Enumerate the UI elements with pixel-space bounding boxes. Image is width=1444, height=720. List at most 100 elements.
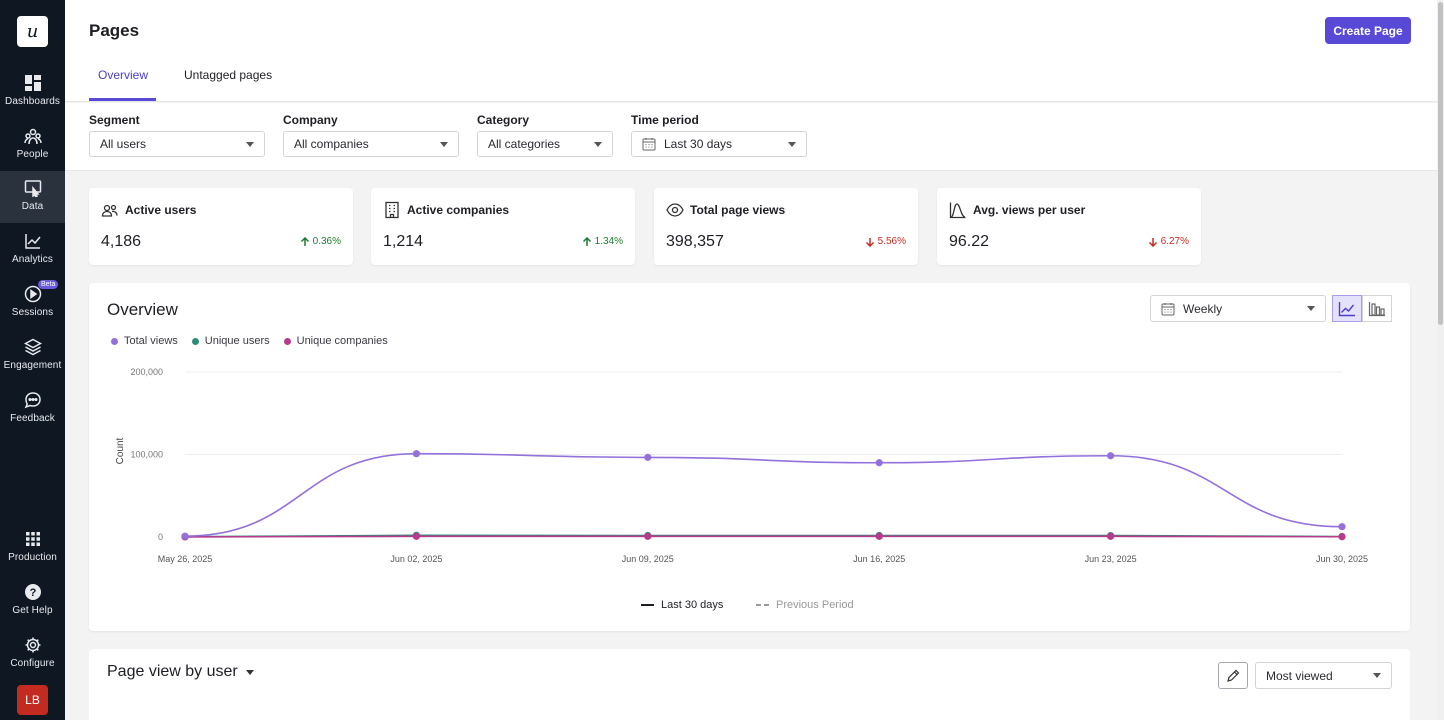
data-point [875, 532, 883, 540]
stat-label: Total page views [690, 203, 786, 217]
y-tick-label: 0 [158, 532, 163, 542]
dashboard-icon [24, 75, 41, 91]
sidebar-item-label: Configure [10, 658, 55, 669]
active-tab-indicator [89, 98, 156, 101]
sidebar-item-data[interactable]: Data [0, 171, 65, 223]
page-title: Pages [89, 21, 140, 40]
eye-icon [666, 203, 684, 217]
category-value: All categories [488, 137, 561, 151]
segment-value: All users [100, 137, 147, 151]
create-page-button[interactable]: Create Page [1325, 17, 1411, 44]
dashed-line-icon [756, 604, 769, 606]
stat-delta: 0.36% [300, 236, 341, 247]
legend-item-unique-companies[interactable]: Unique companies [283, 335, 388, 347]
company-value: All companies [294, 137, 369, 151]
edit-button[interactable] [1218, 662, 1248, 689]
app-logo[interactable]: u [17, 16, 48, 47]
people-icon [23, 128, 42, 145]
data-point [644, 453, 652, 461]
x-tick-label: Jun 30, 2025 [1316, 554, 1368, 564]
category-select[interactable]: All categories [477, 131, 613, 157]
bar-chart-toggle[interactable] [1362, 295, 1392, 322]
stat-delta-value: 1.34% [594, 236, 623, 247]
x-tick-label: Jun 09, 2025 [622, 554, 674, 564]
page-scrollbar[interactable] [1437, 0, 1444, 720]
tab-overview[interactable]: Overview [98, 68, 149, 82]
interval-select[interactable]: Weekly [1150, 295, 1326, 322]
time-period-select[interactable]: Last 30 days [631, 131, 807, 157]
period-legend-previous[interactable]: Previous Period [756, 599, 854, 611]
stat-value: 1,214 [383, 233, 424, 250]
y-axis-label: Count [115, 437, 126, 464]
sidebar-item-label: Engagement [3, 360, 62, 371]
sort-select[interactable]: Most viewed [1255, 662, 1392, 689]
overview-chart: 0 100,000 200,000 Count May 26, 2025 Jun 02, … [115, 367, 1368, 564]
category-label: Category [477, 113, 530, 127]
sidebar-item-label: Sessions [11, 307, 54, 318]
company-select[interactable]: All companies [283, 131, 459, 157]
sidebar: u Dashboards People Data Analytics Beta … [0, 0, 65, 720]
caret-down-icon [245, 669, 254, 675]
segment-select[interactable]: All users [89, 131, 265, 157]
line-chart-toggle[interactable] [1332, 295, 1362, 322]
legend-item-total-views[interactable]: Total views [111, 335, 178, 347]
chat-icon [24, 392, 41, 409]
analytics-icon [24, 234, 41, 249]
sidebar-item-sessions[interactable]: Beta Sessions [0, 277, 65, 329]
y-tick-label: 100,000 [130, 450, 163, 460]
sidebar-item-label: Production [8, 552, 57, 563]
x-tick-label: Jun 23, 2025 [1085, 554, 1137, 564]
building-icon [385, 201, 399, 219]
sidebar-item-feedback[interactable]: Feedback [0, 383, 65, 435]
chevron-down-icon [440, 142, 448, 147]
avatar[interactable]: LB [17, 685, 48, 715]
x-tick-label: May 26, 2025 [158, 554, 213, 564]
filters-bar: Segment All users Company All companies … [65, 103, 1437, 171]
stat-delta-value: 6.27% [1160, 236, 1189, 247]
data-point [181, 532, 189, 540]
grid-icon [25, 532, 40, 546]
solid-line-icon [641, 604, 654, 606]
sidebar-item-get-help[interactable]: ? Get Help [0, 575, 65, 627]
stat-delta-value: 5.56% [877, 236, 906, 247]
legend-label: Total views [124, 335, 178, 347]
sidebar-item-production[interactable]: Production [0, 522, 65, 574]
page-view-by-user-panel: Page view by user Most viewed [89, 649, 1410, 720]
period-legend-label: Last 30 days [661, 599, 724, 611]
company-label: Company [283, 113, 338, 127]
stat-value: 4,186 [101, 233, 142, 250]
users-icon [101, 204, 118, 217]
legend-item-unique-users[interactable]: Unique users [191, 335, 270, 347]
stat-card-total-page-views: Total page views 398,357 5.56% [654, 188, 918, 265]
scrollbar-thumb[interactable] [1438, 2, 1443, 325]
time-period-value: Last 30 days [664, 137, 733, 151]
sidebar-item-analytics[interactable]: Analytics [0, 224, 65, 276]
data-icon [24, 180, 41, 197]
y-tick-label: 200,000 [130, 367, 163, 377]
sidebar-item-label: People [16, 149, 49, 160]
stat-card-active-companies: Active companies 1,214 1.34% [371, 188, 635, 265]
period-legend-current[interactable]: Last 30 days [641, 599, 723, 611]
series-line-total-views [184, 452, 1343, 537]
data-point [412, 532, 420, 540]
sidebar-item-label: Analytics [12, 254, 53, 265]
x-tick-label: Jun 16, 2025 [853, 554, 905, 564]
arrow-down-icon [1148, 237, 1157, 247]
tab-untagged-pages[interactable]: Untagged pages [184, 68, 273, 82]
data-point [1338, 533, 1346, 541]
page-view-title-dropdown[interactable]: Page view by user [107, 663, 254, 681]
sidebar-item-configure[interactable]: Configure [0, 628, 65, 680]
stat-label: Active users [125, 203, 197, 217]
arrow-up-icon [582, 236, 591, 246]
stat-label: Avg. views per user [973, 203, 1086, 217]
sidebar-item-people[interactable]: People [0, 119, 65, 171]
legend-label: Unique users [204, 335, 270, 347]
sidebar-item-dashboards[interactable]: Dashboards [0, 66, 65, 118]
sidebar-item-engagement[interactable]: Engagement [0, 330, 65, 382]
legend-dot [111, 337, 118, 345]
time-period-label: Time period [631, 113, 699, 127]
bar-chart-icon [1368, 301, 1385, 316]
series-line-unique-companies [184, 535, 1343, 538]
data-point [644, 532, 652, 540]
period-legend-label: Previous Period [776, 599, 854, 611]
